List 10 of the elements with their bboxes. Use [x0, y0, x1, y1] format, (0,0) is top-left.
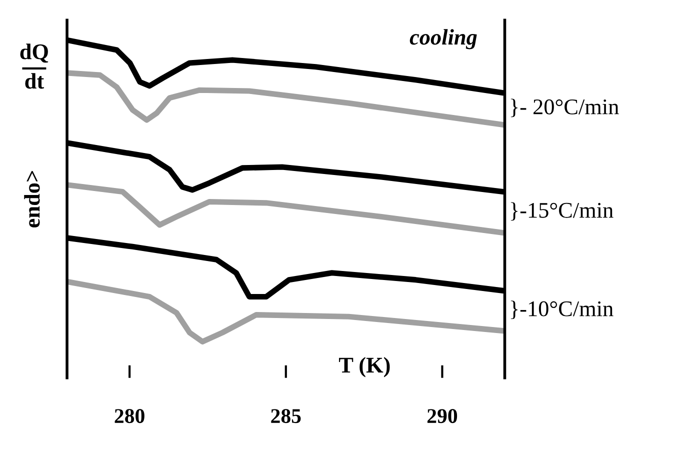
x-tick-label: 290 — [427, 409, 458, 424]
x-axis-title: T (K) — [338, 357, 390, 378]
series-label: }-15°C/min — [510, 202, 614, 221]
chart-title: cooling — [410, 29, 477, 50]
y-axis-title: endo> — [24, 171, 40, 228]
text: dQ dt — [20, 44, 48, 89]
x-tick-label: 285 — [271, 409, 301, 424]
x-tick-label: 280 — [114, 409, 144, 424]
series-label: }-10°C/min — [510, 300, 614, 320]
series-label: }- 20°C/min — [510, 98, 619, 118]
